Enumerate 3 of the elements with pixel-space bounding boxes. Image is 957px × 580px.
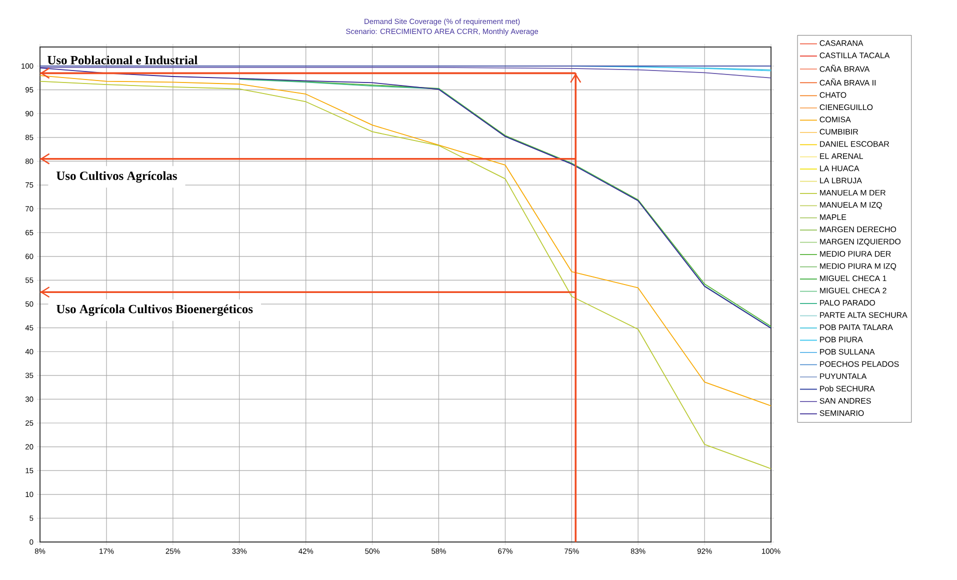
ref-line-label: Uso Poblacional e Industrial bbox=[48, 56, 198, 64]
ref-line-label: Uso Cultivos Agrícolas bbox=[56, 171, 177, 183]
ref-line-label: Uso Agrícola Cultivos Bioenergéticos bbox=[56, 304, 253, 316]
